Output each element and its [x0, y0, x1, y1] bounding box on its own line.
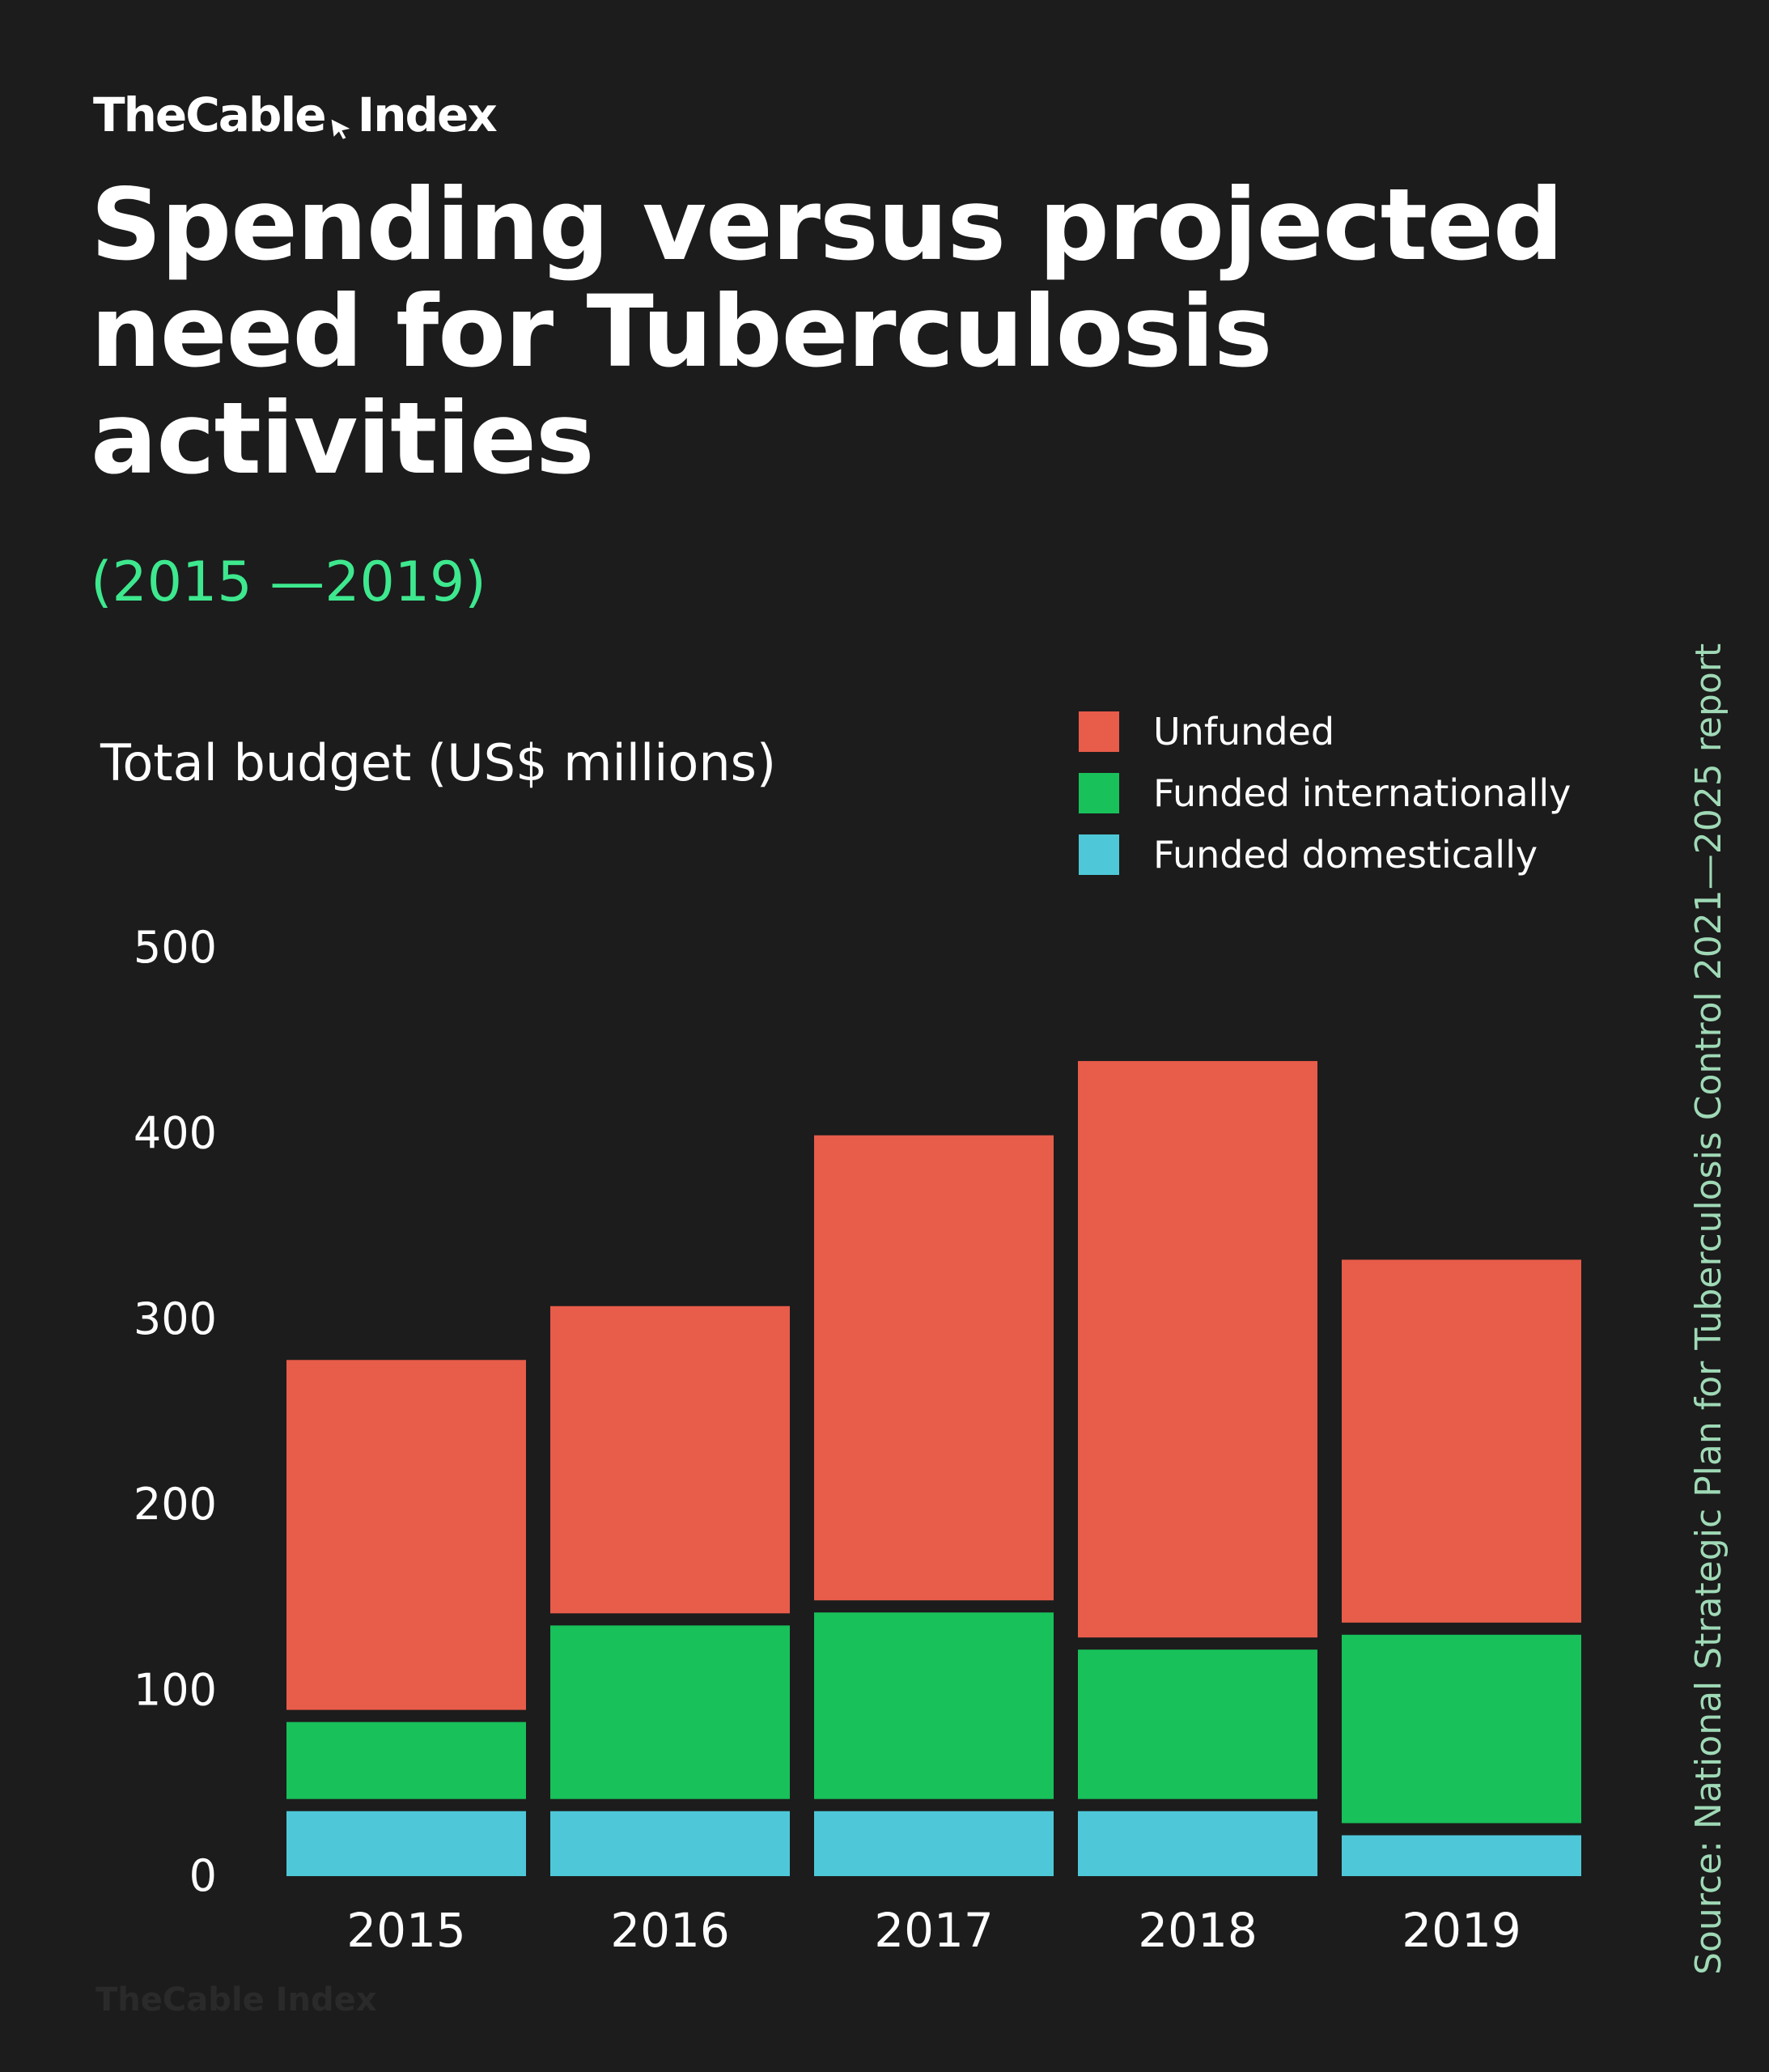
bar-funded-domestically-2015	[286, 1811, 526, 1876]
brand-name-part2: Index	[357, 87, 498, 142]
legend-label-funded-internationally: Funded internationally	[1153, 771, 1572, 815]
legend-swatch-funded-domestically	[1079, 834, 1119, 875]
bar-funded-internationally-2017	[814, 1612, 1054, 1799]
y-axis-label: Total budget (US$ millions)	[100, 733, 777, 792]
brand-logo: TheCable Index	[93, 87, 498, 142]
x-tick-label: 2018	[1138, 1903, 1258, 1958]
x-tick-label: 2017	[874, 1903, 994, 1958]
watermark: TheCable Index	[95, 1981, 377, 2019]
legend-label-unfunded: Unfunded	[1153, 710, 1335, 754]
y-tick-label: 100	[134, 1665, 217, 1716]
bar-funded-internationally-2019	[1342, 1634, 1581, 1824]
bar-unfunded-2016	[550, 1306, 790, 1614]
bar-funded-domestically-2017	[814, 1811, 1054, 1876]
bar-unfunded-2015	[286, 1360, 526, 1710]
legend-swatch-unfunded	[1079, 711, 1119, 752]
legend-item-funded-internationally: Funded internationally	[1079, 762, 1571, 824]
legend-swatch-funded-internationally	[1079, 773, 1119, 813]
cursor-icon	[331, 119, 350, 139]
bar-unfunded-2017	[814, 1135, 1054, 1601]
legend-item-funded-domestically: Funded domestically	[1079, 824, 1571, 885]
legend-label-funded-domestically: Funded domestically	[1153, 833, 1538, 877]
bar-funded-internationally-2016	[550, 1625, 790, 1799]
legend: Unfunded Funded internationally Funded d…	[1079, 701, 1571, 885]
x-tick-label: 2016	[610, 1903, 730, 1958]
chart-title: Spending versus projected need for Tuber…	[91, 168, 1563, 496]
bar-funded-internationally-2015	[286, 1722, 526, 1799]
bar-funded-domestically-2016	[550, 1811, 790, 1876]
y-tick-label: 300	[134, 1293, 217, 1344]
source-note: Source: National Strategic Plan for Tube…	[1688, 643, 1729, 1975]
brand-name-part1: TheCable	[93, 87, 327, 142]
y-tick-label: 400	[134, 1107, 217, 1158]
y-tick-label: 0	[189, 1850, 217, 1901]
y-tick-label: 200	[134, 1479, 217, 1530]
bar-funded-domestically-2018	[1078, 1811, 1317, 1876]
x-tick-label: 2015	[346, 1903, 466, 1958]
y-tick-label: 500	[134, 922, 217, 973]
bar-unfunded-2018	[1078, 1060, 1317, 1638]
bar-funded-domestically-2019	[1342, 1835, 1581, 1876]
bar-unfunded-2019	[1342, 1259, 1581, 1623]
x-tick-label: 2019	[1402, 1903, 1521, 1958]
bar-funded-internationally-2018	[1078, 1650, 1317, 1799]
legend-item-unfunded: Unfunded	[1079, 701, 1571, 762]
chart-subtitle: (2015 —2019)	[91, 550, 486, 614]
